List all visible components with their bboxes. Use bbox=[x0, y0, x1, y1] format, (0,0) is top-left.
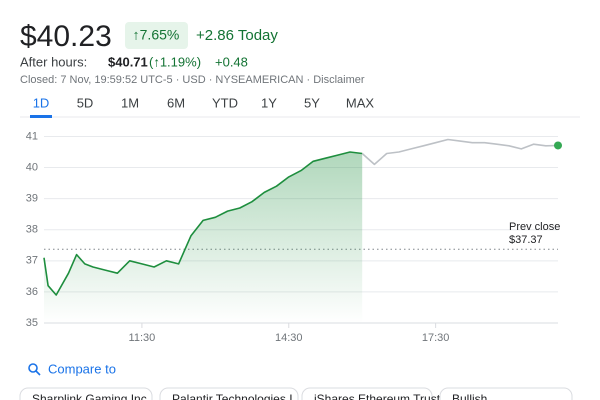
range-tab[interactable]: YTD bbox=[212, 95, 238, 110]
change-today: +2.86 Today bbox=[196, 27, 278, 44]
range-tab[interactable]: 1Y bbox=[261, 95, 277, 110]
compare-chip[interactable] bbox=[439, 387, 573, 400]
y-tick-label: 35 bbox=[26, 317, 38, 329]
y-tick-label: 40 bbox=[26, 161, 38, 173]
y-tick-label: 37 bbox=[26, 255, 38, 267]
search-icon bbox=[28, 363, 41, 376]
range-tab[interactable]: 6M bbox=[167, 95, 185, 110]
y-tick-label: 39 bbox=[26, 193, 38, 205]
compare-chip[interactable] bbox=[19, 387, 153, 400]
range-tab[interactable]: 5Y bbox=[304, 95, 320, 110]
line bbox=[361, 138, 559, 166]
after-hours-pct: (↑1.19%) bbox=[149, 54, 201, 69]
range-tab[interactable]: MAX bbox=[346, 95, 375, 110]
x-tick-label: 17:30 bbox=[422, 332, 450, 344]
after-hours-label: After hours: bbox=[20, 54, 87, 69]
change-badge bbox=[125, 22, 188, 49]
last-point bbox=[554, 141, 562, 150]
prev-close-label: Prev close bbox=[509, 221, 560, 233]
compare-chip-label[interactable]: Palantir Technologies I bbox=[172, 392, 293, 400]
range-tab[interactable]: 1M bbox=[121, 95, 139, 110]
x-tick-label: 14:30 bbox=[275, 332, 303, 344]
line bbox=[43, 151, 363, 296]
after-hours-change: +0.48 bbox=[215, 54, 248, 69]
compare-chip[interactable] bbox=[301, 387, 433, 400]
area bbox=[44, 152, 363, 323]
status: Closed: 7 Nov, 19:59:52 UTC-5 · USD · NY… bbox=[20, 74, 365, 86]
after-hours-price: $40.71 bbox=[108, 54, 148, 69]
y-tick-label: 41 bbox=[26, 130, 38, 142]
range-tab[interactable]: 5D bbox=[77, 95, 94, 110]
compare-chip-label[interactable]: iShares Ethereum Trust bbox=[314, 392, 441, 400]
active-tab-underline bbox=[30, 115, 52, 118]
compare-chip[interactable] bbox=[159, 387, 299, 400]
compare-chip-label[interactable]: Sharplink Gaming Inc bbox=[32, 392, 147, 400]
prev-close-value: $37.37 bbox=[509, 234, 543, 246]
compare-chip-label[interactable]: Bullish bbox=[452, 392, 487, 400]
change-pct: ↑7.65% bbox=[133, 27, 180, 43]
y-tick-label: 38 bbox=[26, 224, 38, 236]
chips: Sharplink Gaming Inc Palantir Technologie… bbox=[19, 387, 573, 400]
y-tick-label: 36 bbox=[26, 286, 38, 298]
price: $40.23 bbox=[20, 20, 112, 53]
compare-label[interactable]: Compare to bbox=[48, 361, 116, 376]
range-tab[interactable]: 1D bbox=[33, 95, 50, 110]
x-tick-label: 11:30 bbox=[129, 332, 156, 344]
